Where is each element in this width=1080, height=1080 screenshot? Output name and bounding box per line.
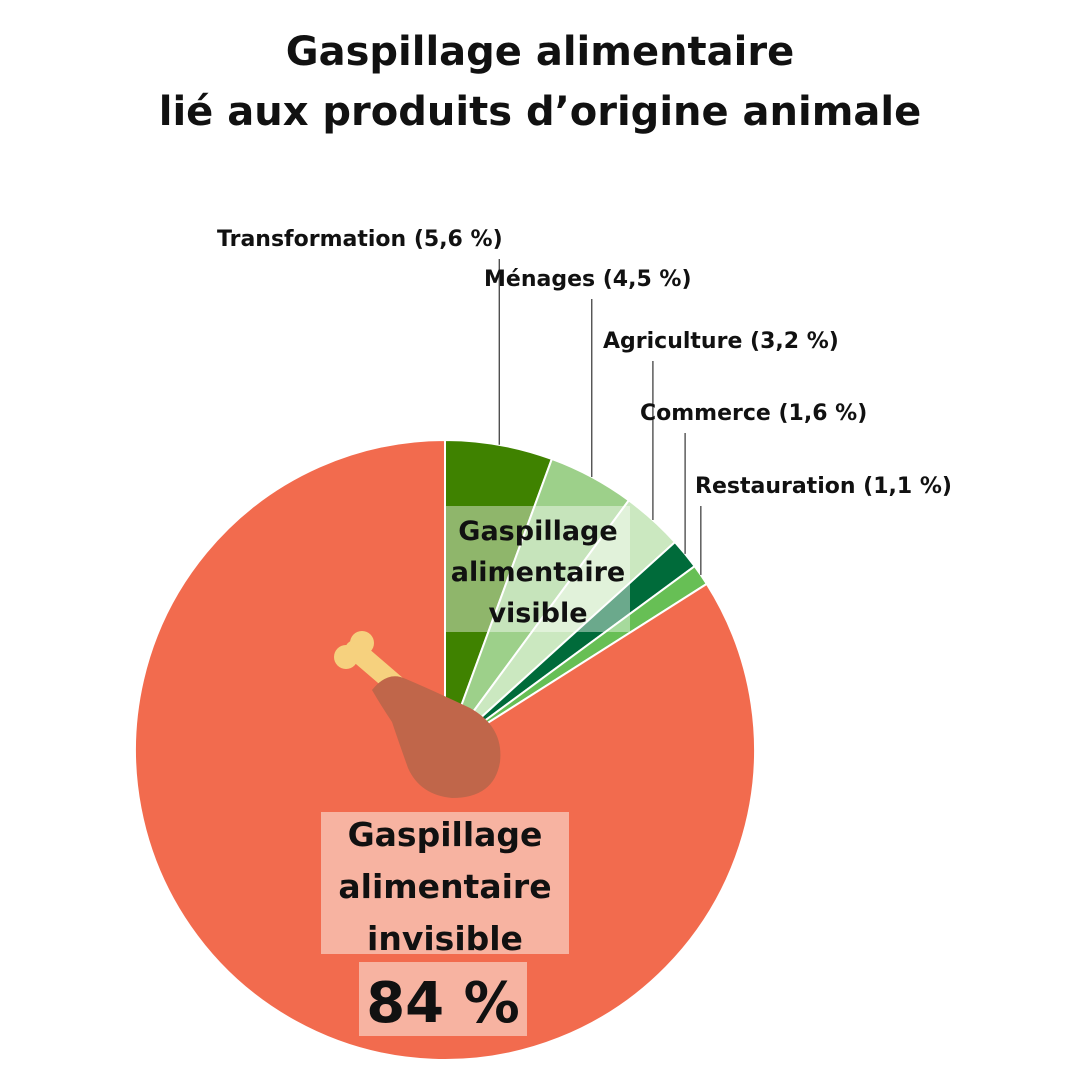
slice-label-3: Commerce (1,6 %) (640, 401, 867, 426)
visible-label-box (445, 506, 630, 632)
visible-label-line-2: visible (488, 598, 587, 629)
drumstick-meat (372, 676, 501, 798)
invisible-label-line-2: invisible (367, 919, 523, 958)
title-line-1: Gaspillage alimentaire (285, 29, 795, 75)
pie-slice-5 (134, 439, 756, 1061)
title-line-2: lié aux produits d’origine animale (158, 89, 922, 135)
chicken-drumstick-icon (334, 631, 501, 798)
slice-label-0: Transformation (5,6 %) (217, 227, 503, 252)
visible-label-line-0: Gaspillage (458, 516, 617, 547)
invisible-value-box (359, 962, 527, 1036)
chart-title: Gaspillage alimentaire lié aux produits … (0, 22, 1080, 142)
slice-label-2: Agriculture (3,2 %) (603, 329, 839, 354)
slice-label-4: Restauration (1,1 %) (695, 474, 952, 499)
invisible-label-line-1: alimentaire (338, 867, 551, 906)
invisible-label-box (321, 812, 569, 954)
invisible-label-line-0: Gaspillage (348, 815, 543, 854)
drumstick-knuckle-2 (334, 645, 358, 669)
invisible-value-label: 84 % (366, 971, 520, 1036)
drumstick-knuckle-1 (350, 631, 374, 655)
slice-label-1: Ménages (4,5 %) (484, 267, 692, 292)
visible-label-line-1: alimentaire (451, 557, 625, 588)
